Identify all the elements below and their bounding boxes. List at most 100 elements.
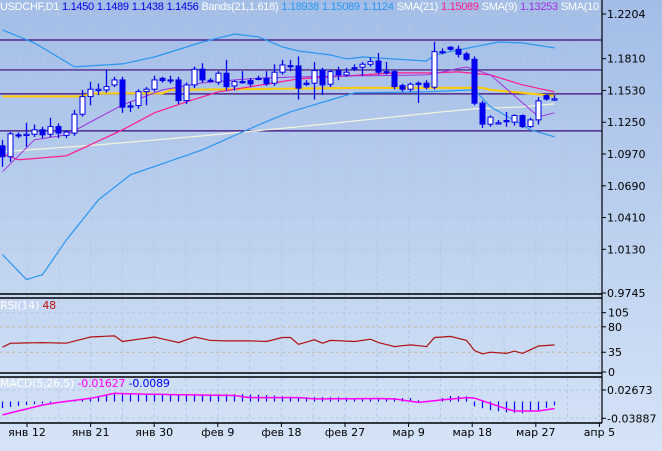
candle-bearish — [167, 79, 174, 82]
candle-bearish — [295, 65, 302, 89]
candle-bullish — [71, 113, 78, 134]
candle-bearish — [319, 69, 326, 86]
candle-bearish — [199, 68, 206, 81]
candle-bearish — [207, 79, 214, 82]
candle-bullish — [535, 100, 542, 121]
price-axis-label: 1.0130 — [607, 243, 646, 256]
ohlc-high: 1.1489 — [96, 1, 129, 13]
white-sma-line — [2, 103, 555, 153]
candle-bullish — [183, 84, 190, 102]
candle-bearish — [351, 67, 358, 70]
price-axis-label: 1.0410 — [607, 212, 646, 225]
macd-main-value: -0.0089 — [128, 377, 170, 390]
candle-bullish — [111, 79, 118, 86]
rsi-axis-label: 35 — [608, 346, 622, 359]
candle-bearish — [287, 65, 294, 68]
macd-header: MACD(5,26,5) -0.01627 -0.0089 — [0, 377, 170, 390]
candle-bearish — [503, 120, 510, 123]
price-axis-label: 1.0970 — [607, 148, 646, 161]
candle-bearish — [519, 115, 526, 128]
grid — [0, 0, 602, 423]
candle-bearish — [119, 79, 126, 108]
rsi-panel[interactable] — [2, 335, 555, 355]
bands-label: Bands(21,1.618) — [201, 1, 279, 13]
price-axis-label: 1.2204 — [607, 8, 646, 21]
candle-bearish — [15, 134, 22, 137]
candle-bullish — [23, 133, 30, 136]
candle-bullish — [47, 126, 54, 135]
candle-bearish — [415, 82, 422, 85]
rsi-value: 48 — [42, 299, 56, 312]
macd-signal-line — [2, 392, 555, 416]
price-axis-label: 1.1530 — [607, 84, 646, 97]
candle-bearish — [55, 126, 62, 134]
time-axis-label: янв 21 — [72, 426, 110, 439]
rsi-axis-label: 0 — [608, 366, 615, 379]
rsi-line — [2, 335, 555, 355]
candle-bearish — [159, 77, 166, 82]
time-axis-label: фев 27 — [325, 426, 365, 439]
ohlc-close: 1.1456 — [166, 1, 199, 13]
candle-bullish — [343, 71, 350, 76]
symbol-label: USDCHF,D1 — [0, 1, 60, 13]
sma21-label: SMA(21) — [396, 1, 439, 13]
candle-bullish — [279, 64, 286, 73]
candle-bullish — [431, 51, 438, 88]
macd-axis-label: -0.03887 — [607, 412, 656, 425]
time-axis-label: янв 30 — [135, 426, 173, 439]
candle-bearish — [255, 77, 262, 81]
candle-bullish — [7, 133, 14, 158]
candle-bullish — [143, 88, 150, 93]
candle-bullish — [367, 61, 374, 65]
candle-bearish — [423, 82, 430, 88]
candle-bearish — [391, 71, 398, 88]
candle-bullish — [407, 83, 414, 90]
candle-bearish — [175, 79, 182, 102]
macd-axis-label: 0.02673 — [607, 384, 653, 397]
candle-bullish — [87, 88, 94, 98]
candle-bullish — [135, 91, 142, 107]
price-axis-label: 1.1250 — [607, 116, 646, 129]
candle-bearish — [0, 145, 6, 158]
candle-bearish — [375, 60, 382, 73]
candle-bearish — [303, 82, 310, 85]
panel-frames — [0, 0, 603, 424]
candle-bearish — [543, 95, 550, 100]
candle-bullish — [327, 71, 334, 85]
axes: 1.2204 1.1810 1.1530 1.1250 1.0970 1.0690 1.04… — [8, 8, 656, 439]
price-axis-label: 0.9745 — [607, 287, 646, 300]
candle-bearish — [263, 77, 270, 85]
candle-bearish — [335, 70, 342, 76]
sma21-value: 1.15089 — [441, 1, 479, 13]
sma10-label: SMA(10 — [560, 1, 599, 13]
macd-panel[interactable] — [1, 392, 556, 416]
rsi-axis-label: 105 — [608, 307, 629, 320]
bands-middle-value: 1.15089 — [321, 1, 360, 13]
candle-bullish — [215, 72, 222, 83]
candle-bullish — [551, 98, 558, 101]
candle-bullish — [191, 68, 198, 86]
candle-bearish — [39, 129, 46, 136]
rsi-axis-label: 80 — [608, 321, 622, 334]
candle-bearish — [439, 51, 446, 54]
time-axis-label: апр 5 — [584, 426, 615, 439]
candle-bearish — [447, 46, 454, 50]
rsi-header: RSI(14) 48 — [0, 299, 56, 312]
price-axis-label: 1.0690 — [607, 180, 646, 193]
candle-bullish — [103, 86, 110, 91]
macd-label: MACD(5,26,5) — [0, 377, 75, 390]
time-axis-label: мар 18 — [452, 426, 492, 439]
sma21-line — [2, 71, 555, 161]
macd-signal-value: -0.01627 — [77, 377, 126, 390]
candle-bullish — [495, 122, 502, 125]
time-axis-label: фев 18 — [261, 426, 301, 439]
sma9-label: SMA(9) — [481, 1, 518, 13]
price-panel[interactable] — [0, 29, 602, 281]
candle-bullish — [359, 63, 366, 68]
candle-bullish — [151, 79, 158, 90]
candle-bearish — [127, 105, 134, 108]
sma9-line — [2, 66, 555, 173]
candle-bearish — [479, 102, 486, 125]
candle-bearish — [383, 71, 390, 74]
